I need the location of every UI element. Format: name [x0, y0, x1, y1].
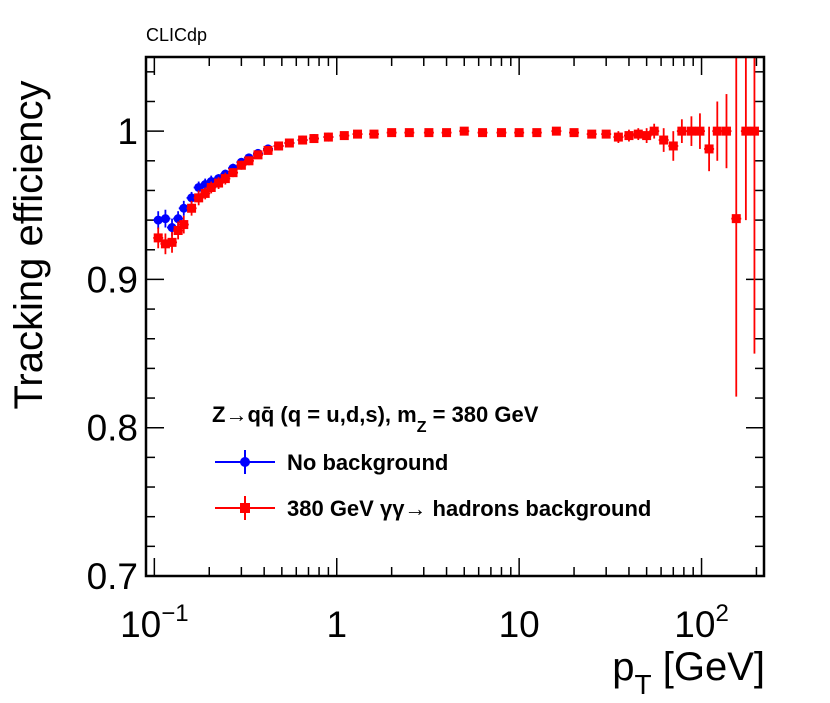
- data-point: [323, 132, 333, 142]
- legend-marker-square: [240, 503, 250, 513]
- x-axis-title-unit: [GeV]: [663, 645, 765, 689]
- x-axis-title-main: p: [612, 645, 634, 689]
- data-point: [532, 128, 542, 138]
- data-point: [206, 182, 216, 192]
- y-tick-label: 0.7: [87, 556, 138, 597]
- data-point: [741, 126, 751, 136]
- data-point: [187, 203, 197, 213]
- legend-marker-circle: [240, 457, 250, 467]
- data-point: [194, 193, 204, 203]
- data-point: [695, 126, 705, 136]
- x-axis-title: pT [GeV]: [612, 645, 765, 700]
- data-point: [214, 178, 224, 188]
- data-point: [712, 126, 722, 136]
- data-point: [601, 129, 611, 139]
- y-axis-title: Tracking efficiency: [7, 80, 51, 409]
- y-tick-label: 0.9: [87, 259, 138, 300]
- data-point: [220, 174, 230, 184]
- data-point: [613, 132, 623, 142]
- data-point: [633, 129, 643, 139]
- data-point: [677, 126, 687, 136]
- data-point: [179, 220, 189, 230]
- series-gammagamma-background: [153, 57, 760, 397]
- legend: Z→qq̄ (q = u,d,s), mZ = 380 GeV No backg…: [212, 402, 651, 521]
- x-tick-label: 1: [326, 604, 347, 645]
- axis-tick-labels: 0.7 0.8 0.9 1 10−1 1 10 102: [87, 111, 729, 645]
- data-point: [514, 128, 524, 138]
- data-point: [228, 168, 238, 178]
- data-point: [642, 131, 652, 141]
- y-tick-label: 1: [117, 111, 138, 152]
- data-point: [339, 131, 349, 141]
- data-point: [236, 160, 246, 170]
- data-point: [369, 129, 379, 139]
- data-point: [587, 129, 597, 139]
- y-tick-label: 0.8: [87, 408, 138, 449]
- legend-label-no-background: No background: [287, 450, 448, 475]
- legend-header: Z→qq̄ (q = u,d,s), mZ = 380 GeV: [212, 402, 539, 436]
- x-axis-title-sub: T: [635, 669, 652, 700]
- data-point: [659, 135, 669, 145]
- data-point: [704, 144, 714, 154]
- data-point: [160, 239, 170, 249]
- data-point: [731, 214, 741, 224]
- data-point: [721, 126, 731, 136]
- data-point: [668, 141, 678, 151]
- data-point: [309, 134, 319, 144]
- data-point: [179, 203, 189, 213]
- data-point: [387, 128, 397, 138]
- data-point: [284, 138, 294, 148]
- data-point: [173, 225, 183, 235]
- data-point: [442, 128, 452, 138]
- data-point: [569, 128, 579, 138]
- data-point: [253, 150, 263, 160]
- legend-entry-background: 380 GeV γγ→ hadrons background: [215, 496, 651, 521]
- data-point: [187, 193, 197, 203]
- data-point: [424, 128, 434, 138]
- data-point: [478, 128, 488, 138]
- data-point: [263, 145, 273, 155]
- data-point: [624, 131, 634, 141]
- data-point: [551, 126, 561, 136]
- experiment-tag: CLICdp: [146, 25, 207, 45]
- data-point: [686, 126, 696, 136]
- x-tick-label: 10: [499, 604, 540, 645]
- data-point: [459, 126, 469, 136]
- data-point: [496, 128, 506, 138]
- legend-label-background: 380 GeV γγ→ hadrons background: [287, 496, 651, 521]
- x-tick-label: 10−1: [120, 600, 189, 645]
- data-point: [298, 135, 308, 145]
- data-point: [244, 156, 254, 166]
- data-point: [404, 128, 414, 138]
- data-point: [749, 126, 759, 136]
- data-point: [167, 237, 177, 247]
- data-point: [353, 129, 363, 139]
- data-point: [274, 141, 284, 151]
- data-point: [649, 126, 659, 136]
- legend-entry-no-background: No background: [215, 450, 448, 475]
- data-point: [200, 188, 210, 198]
- data-point: [160, 214, 170, 224]
- data-point: [153, 233, 163, 243]
- x-tick-label: 102: [674, 600, 729, 645]
- plot-frame: [144, 55, 766, 578]
